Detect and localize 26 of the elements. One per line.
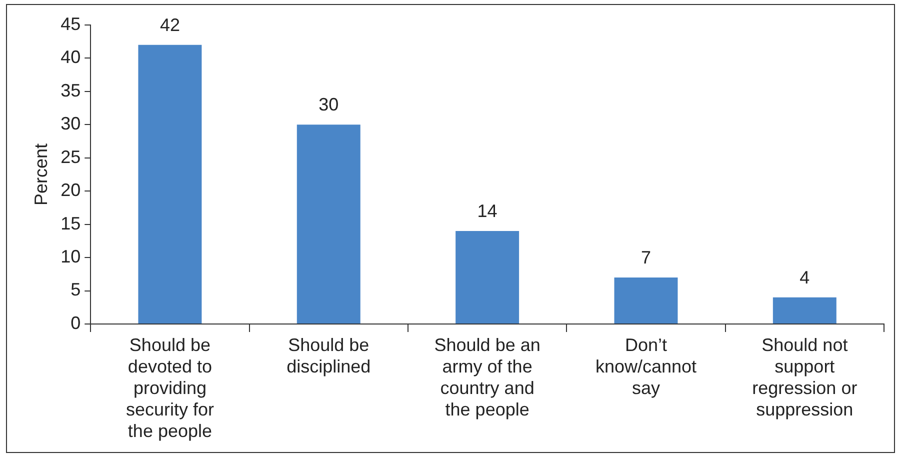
y-tick-label: 20	[60, 180, 81, 200]
x-tick-label: Should be devoted to providing security for the people	[126, 334, 214, 442]
data-label: 4	[800, 267, 810, 288]
y-tick-label: 35	[60, 80, 81, 100]
x-tick-label: Don’t know/cannot say	[595, 334, 697, 398]
y-tick-label: 15	[60, 213, 81, 234]
y-tick-label: 45	[60, 14, 81, 34]
y-tick-label: 10	[60, 246, 81, 267]
y-tick-label: 40	[60, 47, 81, 68]
y-axis-title: Percent	[30, 143, 51, 206]
y-tick-label: 30	[60, 114, 81, 134]
data-label: 7	[640, 247, 651, 268]
x-tick-label: Should be an army of the country and the people	[434, 334, 540, 420]
y-tick-label: 5	[70, 280, 81, 300]
x-tick-label: Should not support regression or suppression	[752, 334, 858, 420]
data-label: 42	[160, 14, 180, 35]
y-tick-label: 25	[60, 146, 81, 167]
bar	[772, 297, 836, 324]
bar	[456, 230, 520, 324]
bar	[138, 44, 202, 324]
y-tick-label: 0	[70, 312, 81, 333]
bar	[614, 277, 678, 324]
bar	[296, 124, 360, 324]
data-label: 30	[318, 94, 339, 115]
x-tick-label: Should be disciplined	[286, 334, 371, 376]
data-label: 14	[477, 200, 498, 221]
